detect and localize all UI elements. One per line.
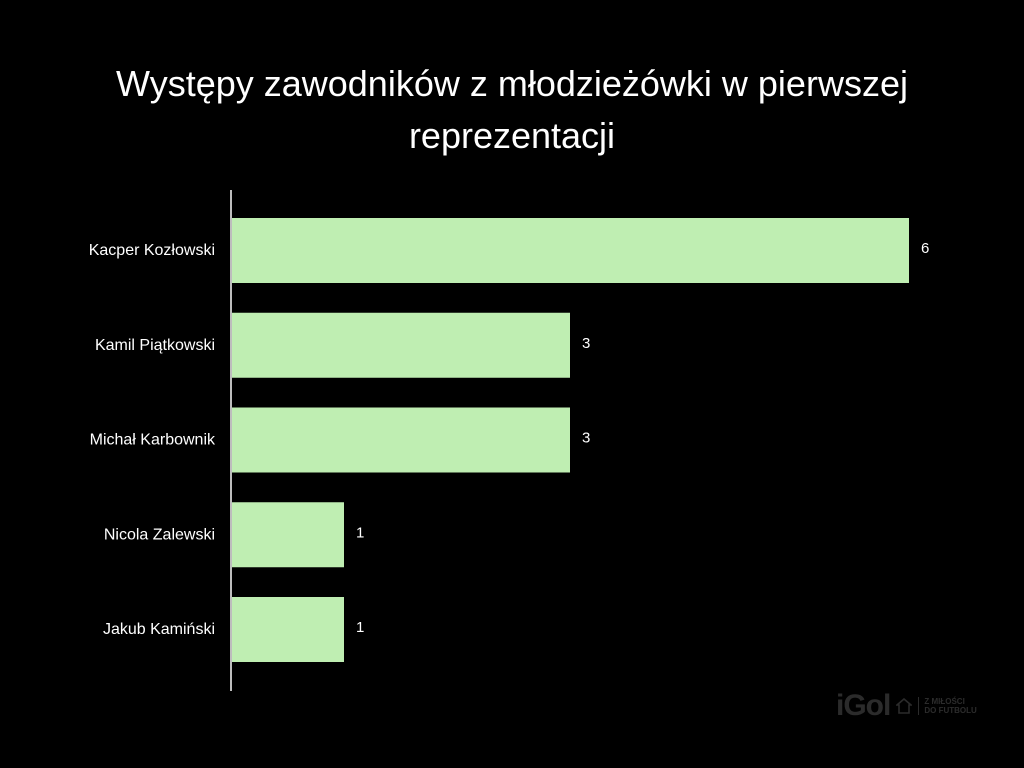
igol-watermark: iGol Z MIŁOŚCI DO FUTBOLU (836, 688, 996, 724)
category-label: Jakub Kamiński (103, 621, 215, 638)
value-label: 1 (356, 619, 364, 636)
value-label: 6 (921, 240, 929, 257)
category-label: Kacper Kozłowski (89, 242, 215, 259)
category-label: Kamil Piątkowski (95, 337, 215, 354)
bar (232, 218, 909, 283)
house-icon (896, 698, 913, 714)
chart-title: Występy zawodników z młodzieżówki w pier… (40, 58, 984, 162)
watermark-tagline: Z MIŁOŚCI DO FUTBOLU (918, 697, 977, 715)
value-label: 1 (356, 524, 364, 541)
value-label: 3 (582, 335, 590, 352)
bar (232, 502, 344, 568)
bar (232, 407, 570, 473)
category-label: Nicola Zalewski (104, 526, 215, 543)
watermark-brand: iGol (836, 689, 891, 722)
watermark-tagline-2: DO FUTBOLU (924, 706, 977, 715)
chart-title-line-1: Występy zawodników z młodzieżówki w pier… (116, 63, 908, 104)
watermark-tagline-1: Z MIŁOŚCI (924, 697, 965, 706)
chart-title-line-2: reprezentacji (408, 115, 616, 156)
value-label: 3 (582, 430, 590, 447)
bar (232, 312, 570, 378)
bar (232, 597, 344, 662)
category-label: Michał Karbownik (90, 432, 216, 449)
